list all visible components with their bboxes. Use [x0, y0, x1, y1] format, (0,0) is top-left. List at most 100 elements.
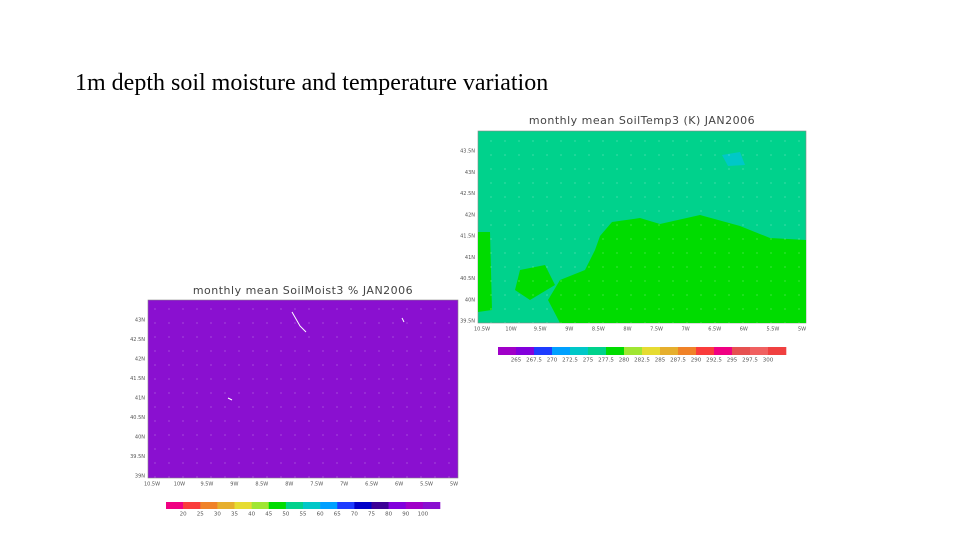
y-tick-label: 41N [465, 255, 475, 261]
colorbar-swatch [422, 502, 441, 509]
y-tick-label: 43N [465, 170, 475, 176]
colorbar-label: 100 [418, 512, 429, 518]
x-tick-label: 6W [395, 482, 403, 488]
colorbar-swatch [183, 502, 201, 509]
x-tick-label: 5W [798, 327, 806, 333]
colorbar-label: 75 [368, 512, 375, 518]
colorbar-swatch [320, 502, 338, 509]
colorbar-label: 297.5 [742, 358, 758, 364]
colorbar-swatch [570, 347, 589, 355]
colorbar-swatch [660, 347, 679, 355]
colorbar-swatch [732, 347, 751, 355]
y-tick-label: 43.5N [460, 149, 475, 155]
x-tick-label: 8W [623, 327, 631, 333]
colorbar-label: 292.5 [706, 358, 722, 364]
x-tick-label: 8.5W [592, 327, 605, 333]
colorbar-label: 280 [619, 358, 630, 364]
colorbar-swatch [166, 502, 184, 509]
colorbar-swatch [285, 502, 304, 509]
x-tick-label: 9.5W [200, 482, 213, 488]
colorbar-label: 275 [583, 358, 594, 364]
colorbar-label: 270 [547, 358, 558, 364]
x-tick-label: 8W [285, 482, 293, 488]
colorbar-swatch [534, 347, 553, 355]
x-tick-label: 7.5W [310, 482, 323, 488]
colorbar-label: 60 [317, 512, 324, 518]
temperature-map [477, 130, 807, 324]
colorbar-label: 287.5 [670, 358, 686, 364]
y-tick-label: 40N [135, 435, 145, 441]
colorbar-swatch [498, 347, 517, 355]
colorbar-swatch [714, 347, 733, 355]
x-tick-label: 10.5W [474, 327, 490, 333]
colorbar-swatch [516, 347, 535, 355]
colorbar-label: 35 [231, 512, 238, 518]
colorbar-label: 40 [248, 512, 255, 518]
colorbar-swatch [268, 502, 287, 509]
colorbar-swatch [234, 502, 252, 509]
colorbar-swatch [200, 502, 218, 509]
colorbar-swatch [388, 502, 407, 509]
x-tick-label: 7.5W [650, 327, 663, 333]
colorbar-label: 90 [402, 512, 409, 518]
y-tick-label: 40N [465, 297, 475, 303]
x-tick-label: 5.5W [766, 327, 779, 333]
slide-title: 1m depth soil moisture and temperature v… [75, 70, 548, 96]
colorbar-label: 20 [180, 512, 187, 518]
grid-dots [478, 131, 806, 323]
river-trace [401, 317, 405, 323]
colorbar-label: 290 [691, 358, 702, 364]
colorbar-label: 30 [214, 512, 221, 518]
colorbar-label: 50 [282, 512, 289, 518]
colorbar-swatch [303, 502, 321, 509]
colorbar-label: 65 [334, 512, 341, 518]
x-tick-label: 10W [505, 327, 516, 333]
map-title: monthly mean SoilMoist3 % JAN2006 [193, 284, 413, 297]
colorbar-swatch [750, 347, 769, 355]
moisture-map [147, 299, 459, 479]
x-tick-label: 6.5W [365, 482, 378, 488]
x-tick-label: 6W [740, 327, 748, 333]
colorbar-label: 267.5 [526, 358, 542, 364]
x-tick-label: 10W [174, 482, 185, 488]
map-title: monthly mean SoilTemp3 (K) JAN2006 [529, 114, 755, 127]
colorbar-swatch [552, 347, 571, 355]
colorbar-swatch [642, 347, 661, 355]
x-tick-label: 10.5W [144, 482, 160, 488]
colorbar-swatch [405, 502, 424, 509]
y-tick-label: 41N [135, 396, 145, 402]
y-tick-label: 39.5N [460, 319, 475, 325]
colorbar-label: 45 [265, 512, 272, 518]
x-tick-label: 6.5W [708, 327, 721, 333]
colorbar-swatch [696, 347, 715, 355]
colorbar-swatch [678, 347, 697, 355]
y-tick-label: 43N [135, 318, 145, 324]
colorbar-label: 70 [351, 512, 358, 518]
colorbar-swatch [588, 347, 607, 355]
colorbar-swatch [251, 502, 270, 509]
colorbar-label: 25 [197, 512, 204, 518]
x-tick-label: 5W [450, 482, 458, 488]
y-tick-label: 40.5N [460, 276, 475, 282]
colorbar-label: 285 [655, 358, 666, 364]
colorbar-swatch [371, 502, 389, 509]
y-tick-label: 41.5N [130, 376, 145, 382]
colorbar-label: 295 [727, 358, 738, 364]
x-tick-label: 9.5W [534, 327, 547, 333]
colorbar-swatch [768, 347, 787, 355]
x-tick-label: 7W [682, 327, 690, 333]
river-trace [291, 311, 307, 333]
colorbar-swatch [354, 502, 372, 509]
x-tick-label: 9W [230, 482, 238, 488]
colorbar-swatch [337, 502, 355, 509]
colorbar-label: 265 [511, 358, 522, 364]
colorbar-label: 80 [385, 512, 392, 518]
y-tick-label: 40.5N [130, 415, 145, 421]
y-tick-label: 42.5N [130, 337, 145, 343]
x-tick-label: 8.5W [255, 482, 268, 488]
grid-dots [148, 300, 458, 478]
colorbar-label: 272.5 [562, 358, 578, 364]
y-tick-label: 42.5N [460, 191, 475, 197]
